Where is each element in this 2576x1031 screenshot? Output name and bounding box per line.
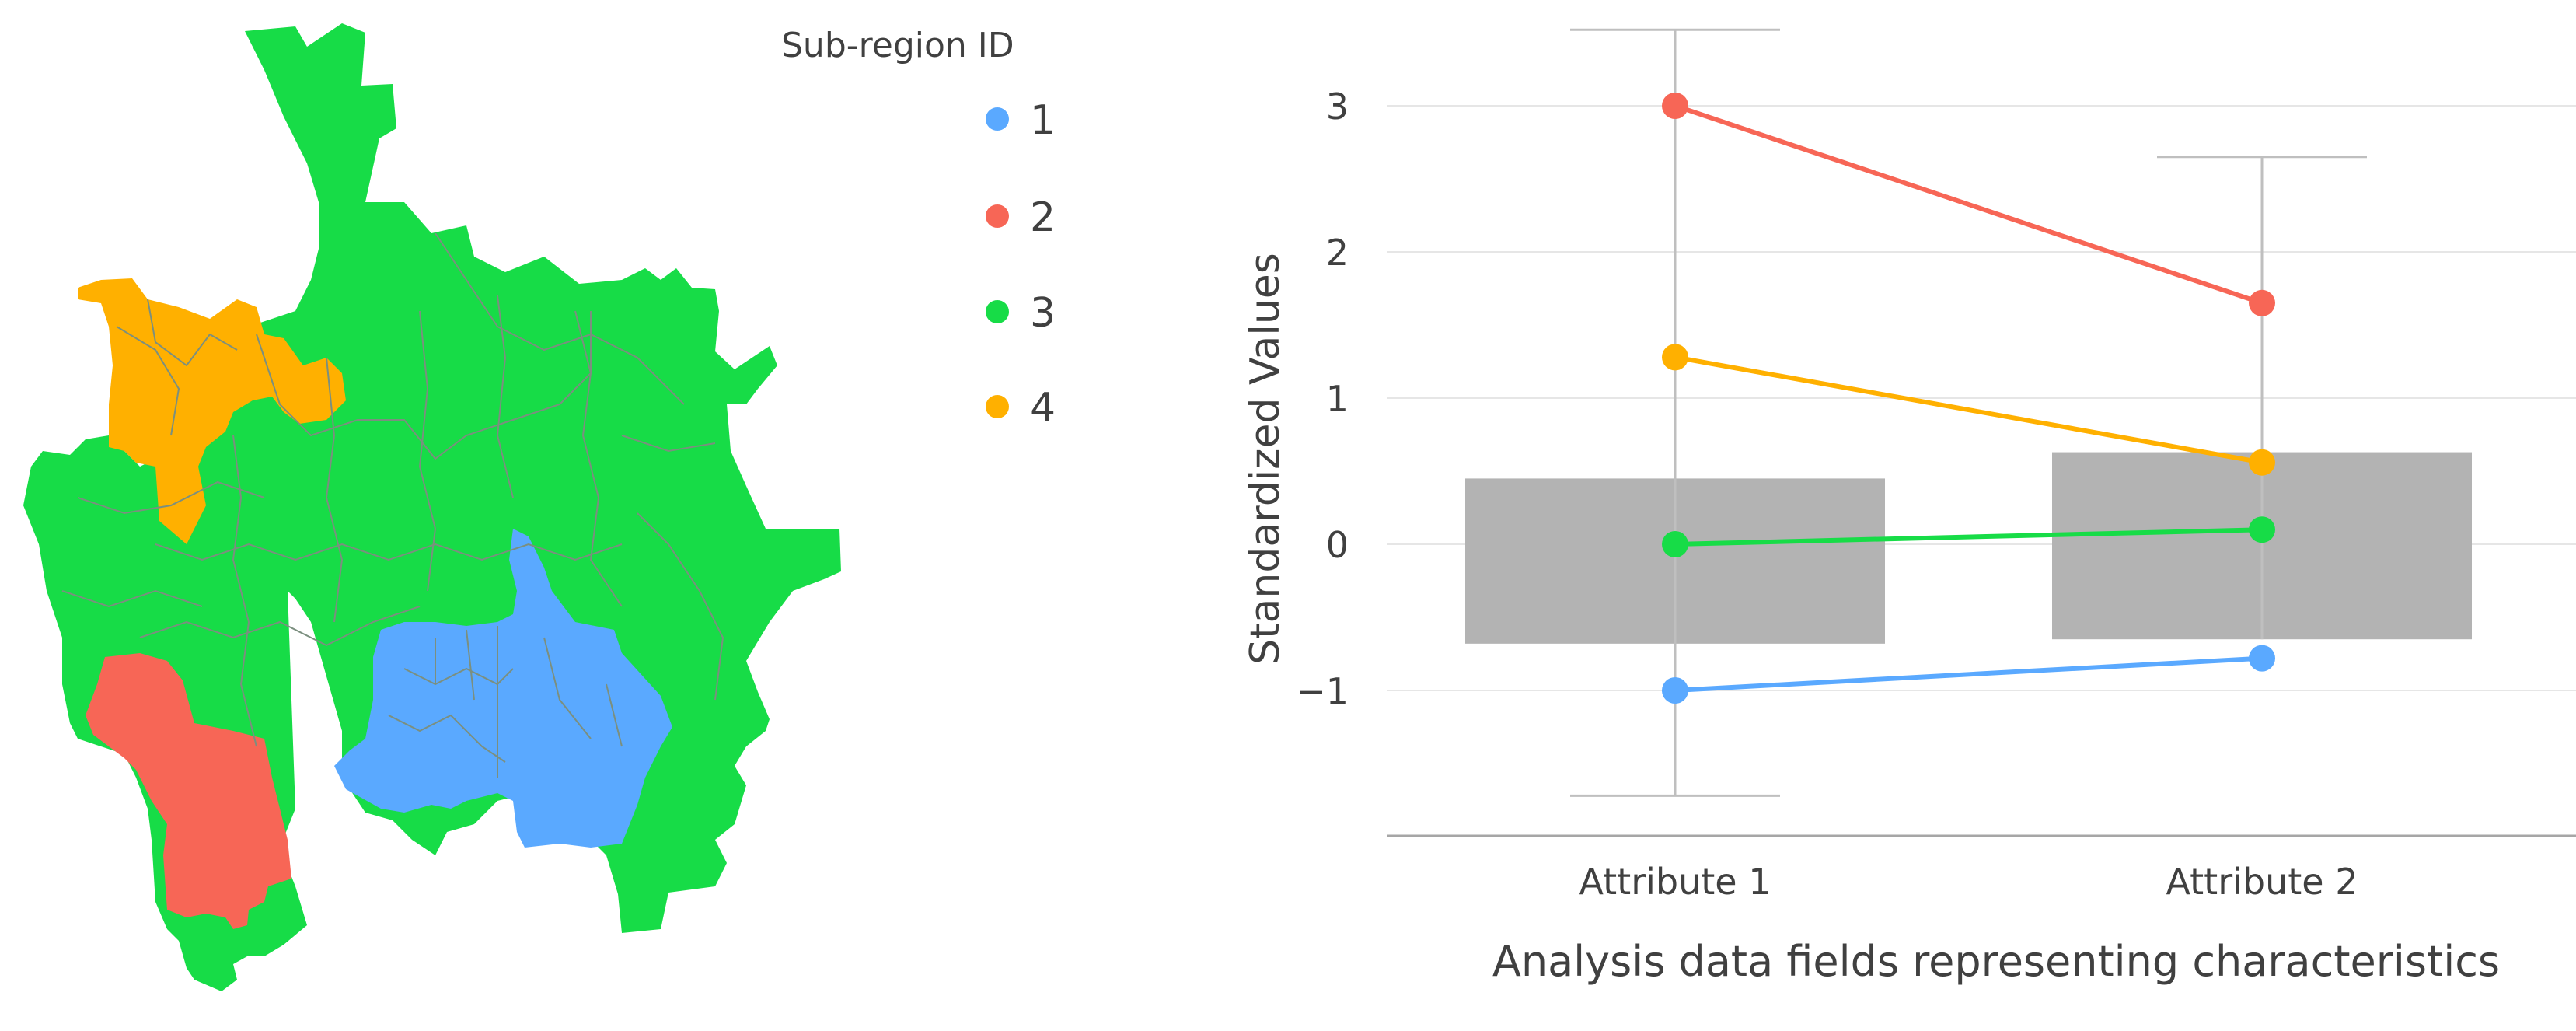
series-line-1 bbox=[1674, 655, 2263, 693]
x-tick-label: Attribute 2 bbox=[2166, 861, 2358, 903]
data-point-2[interactable] bbox=[2249, 289, 2275, 316]
boxes bbox=[1465, 452, 2472, 644]
map-region-1[interactable] bbox=[334, 529, 672, 848]
legend-marker-2 bbox=[986, 204, 1009, 228]
legend: Sub-region ID 1 2 3 4 bbox=[781, 26, 1056, 432]
y-axis-title: Standardized Values bbox=[1242, 253, 1289, 665]
data-point-1[interactable] bbox=[1662, 677, 1688, 704]
legend-label-4: 4 bbox=[1030, 385, 1056, 432]
data-point-2[interactable] bbox=[1662, 93, 1688, 119]
series-line-4 bbox=[1674, 355, 2263, 465]
map-region-4[interactable] bbox=[78, 278, 346, 544]
data-point-4[interactable] bbox=[2249, 449, 2275, 476]
series-lines bbox=[1662, 93, 2275, 704]
sub-region-map bbox=[23, 23, 841, 991]
legend-title: Sub-region ID bbox=[781, 26, 1014, 65]
legend-label-3: 3 bbox=[1030, 290, 1056, 337]
legend-marker-1 bbox=[986, 107, 1009, 131]
map-region-3[interactable] bbox=[23, 23, 841, 991]
map-boundaries bbox=[61, 232, 724, 778]
legend-item[interactable]: 3 bbox=[986, 290, 1056, 337]
legend-marker-4 bbox=[986, 395, 1009, 418]
series-line-2 bbox=[1674, 103, 2263, 306]
legend-item[interactable]: 4 bbox=[986, 385, 1056, 432]
y-tick-label: 1 bbox=[1326, 378, 1349, 420]
x-axis-title: Analysis data fields representing charac… bbox=[1492, 937, 2500, 986]
x-tick-label: Attribute 1 bbox=[1579, 861, 1771, 903]
legend-label-2: 2 bbox=[1030, 194, 1056, 241]
data-point-4[interactable] bbox=[1662, 344, 1688, 371]
legend-item[interactable]: 1 bbox=[986, 97, 1056, 144]
y-tick-label: 0 bbox=[1326, 524, 1349, 566]
legend-marker-3 bbox=[986, 300, 1009, 323]
whiskers bbox=[1570, 28, 2367, 797]
y-tick-label: 2 bbox=[1326, 232, 1349, 274]
y-tick-label: 3 bbox=[1326, 86, 1349, 128]
y-tick-labels: −1 0 1 2 3 bbox=[1296, 86, 1349, 712]
series-line-3 bbox=[1674, 527, 2263, 547]
map-region-2[interactable] bbox=[86, 653, 291, 929]
legend-label-1: 1 bbox=[1030, 97, 1056, 144]
y-tick-label: −1 bbox=[1296, 670, 1349, 712]
standardized-values-chart: −1 0 1 2 3 Attribute 1 Attribute 2 Standardiz… bbox=[1242, 28, 2576, 986]
data-point-3[interactable] bbox=[1662, 531, 1688, 557]
x-tick-labels: Attribute 1 Attribute 2 bbox=[1579, 861, 2358, 903]
data-point-1[interactable] bbox=[2249, 645, 2275, 672]
legend-item[interactable]: 2 bbox=[986, 194, 1056, 241]
data-point-3[interactable] bbox=[2249, 516, 2275, 543]
